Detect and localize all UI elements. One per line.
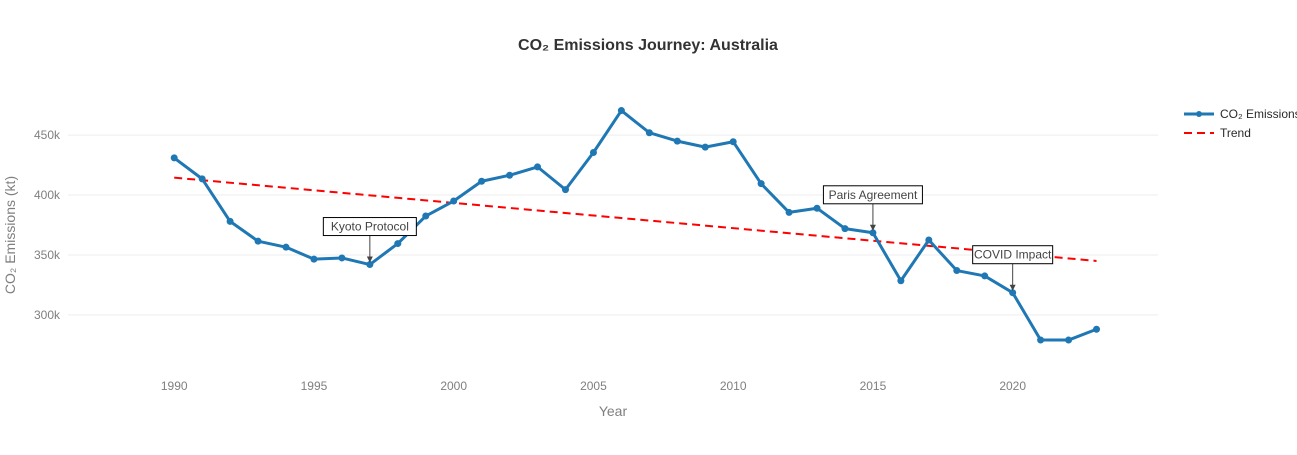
annotations: Kyoto Protocol Paris Agreement COVID Impac… xyxy=(322,185,1054,291)
x-tick-label: 2020 xyxy=(999,379,1026,393)
emissions-point[interactable] xyxy=(422,212,430,220)
emissions-point[interactable] xyxy=(1065,336,1073,344)
emissions-point[interactable] xyxy=(617,107,625,115)
emissions-point[interactable] xyxy=(953,267,961,275)
annotation-label: Kyoto Protocol xyxy=(331,220,409,234)
annotation-box xyxy=(322,217,417,237)
emissions-point[interactable] xyxy=(254,237,262,245)
annotation: Kyoto Protocol xyxy=(322,217,417,263)
emissions-line xyxy=(173,109,1098,342)
emissions-point[interactable] xyxy=(226,217,234,225)
x-tick-label: 1995 xyxy=(301,379,328,393)
emissions-point[interactable] xyxy=(757,180,765,188)
emissions-point[interactable] xyxy=(1093,325,1101,333)
emissions-point[interactable] xyxy=(310,255,318,263)
emissions-point[interactable] xyxy=(841,225,849,233)
emissions-point[interactable] xyxy=(813,204,821,212)
x-tick-label: 2010 xyxy=(720,379,747,393)
emissions-point[interactable] xyxy=(506,171,514,179)
annotation-label: COVID Impact xyxy=(974,248,1052,262)
chart-title: CO₂ Emissions Journey: Australia xyxy=(518,37,778,54)
emissions-point[interactable] xyxy=(282,243,290,251)
emissions-point[interactable] xyxy=(394,240,402,248)
x-tick-label: 2000 xyxy=(440,379,467,393)
legend-label-emissions: CO₂ Emissions xyxy=(1220,107,1297,121)
legend-item-emissions[interactable]: CO₂ Emissions xyxy=(1184,107,1297,121)
emissions-point[interactable] xyxy=(366,261,374,269)
emissions-point[interactable] xyxy=(338,254,346,262)
annotation-label: Paris Agreement xyxy=(829,188,918,202)
annotation-box xyxy=(972,245,1054,265)
emissions-point[interactable] xyxy=(450,197,458,205)
legend: CO₂ Emissions Trend xyxy=(1184,107,1297,140)
emissions-point[interactable] xyxy=(478,177,486,185)
emissions-point[interactable] xyxy=(729,138,737,146)
emissions-point[interactable] xyxy=(869,229,877,237)
emissions-point[interactable] xyxy=(981,272,989,280)
y-tick-label: 400k xyxy=(34,188,61,202)
emissions-point[interactable] xyxy=(925,236,933,244)
emissions-point[interactable] xyxy=(198,175,206,183)
emissions-point[interactable] xyxy=(589,149,597,156)
annotation: Paris Agreement xyxy=(822,185,923,231)
x-axis-title: Year xyxy=(599,403,628,419)
y-tick-label: 450k xyxy=(34,128,61,142)
emissions-point[interactable] xyxy=(561,186,569,194)
series-layer xyxy=(170,107,1101,344)
x-axis-ticks: 1990 1995 2000 2005 2010 2015 2020 xyxy=(161,379,1026,393)
legend-label-trend: Trend xyxy=(1220,126,1251,140)
x-tick-label: 2015 xyxy=(860,379,887,393)
annotation-box xyxy=(822,185,923,205)
emissions-point[interactable] xyxy=(645,129,653,137)
y-axis-ticks: 300k 350k 400k 450k xyxy=(34,128,61,322)
emissions-point[interactable] xyxy=(897,277,905,285)
legend-item-trend[interactable]: Trend xyxy=(1184,126,1251,140)
emissions-point[interactable] xyxy=(1037,336,1045,344)
y-tick-label: 300k xyxy=(34,308,61,322)
annotation-arrowhead xyxy=(1009,284,1016,291)
emissions-point[interactable] xyxy=(534,163,542,171)
emissions-point[interactable] xyxy=(785,208,793,216)
y-axis-title: CO₂ Emissions (kt) xyxy=(2,176,18,294)
y-tick-label: 350k xyxy=(34,248,61,262)
trend-line xyxy=(174,176,1097,262)
emissions-point[interactable] xyxy=(701,143,709,151)
emissions-point[interactable] xyxy=(1009,289,1017,297)
legend-marker-emissions xyxy=(1196,111,1202,117)
annotation-arrowhead xyxy=(366,256,373,263)
emissions-point[interactable] xyxy=(170,154,178,162)
annotation-arrowhead xyxy=(869,224,876,231)
x-tick-label: 1990 xyxy=(161,379,188,393)
x-tick-label: 2005 xyxy=(580,379,607,393)
emissions-point[interactable] xyxy=(673,137,681,145)
annotation: COVID Impact xyxy=(972,245,1054,291)
